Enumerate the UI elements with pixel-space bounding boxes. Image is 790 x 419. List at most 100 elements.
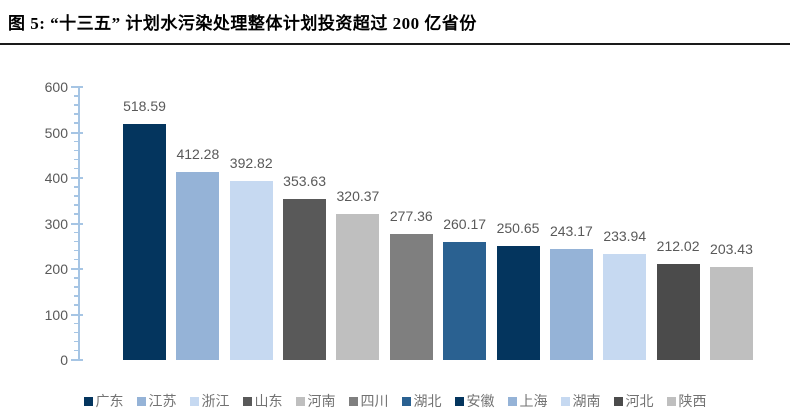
legend-item-河北: 河北 — [613, 393, 654, 409]
bar-value-label: 203.43 — [710, 241, 753, 258]
bar-四川 — [389, 233, 433, 360]
y-axis-minor-tick — [74, 331, 79, 334]
legend-swatch-icon — [666, 396, 676, 406]
y-axis-minor-tick — [74, 277, 79, 279]
y-axis-minor-tick — [74, 113, 79, 115]
y-axis-minor-tick — [74, 149, 79, 152]
legend-label: 河南 — [307, 393, 336, 409]
bar-江苏 — [176, 172, 220, 360]
bar-value-label: 320.37 — [336, 188, 380, 205]
bar-value-label: 250.65 — [496, 219, 540, 236]
legend-swatch-icon — [507, 396, 517, 406]
bar-value-label: 260.17 — [443, 215, 487, 232]
figure-title: 图 5: “十三五” 计划水污染处理整体计划投资超过 200 亿省份 — [8, 14, 477, 33]
legend-swatch-icon — [242, 396, 252, 406]
y-axis-tick-label: 300 — [44, 215, 68, 232]
legend-swatch-icon — [295, 396, 305, 406]
legend-item-四川: 四川 — [348, 393, 389, 409]
legend-item-陕西: 陕西 — [666, 393, 707, 409]
bar-陕西 — [709, 267, 753, 360]
legend-item-安徽: 安徽 — [454, 393, 495, 409]
legend-label: 浙江 — [201, 393, 230, 409]
legend-swatch-icon — [83, 396, 93, 406]
y-axis-tick-label: 100 — [44, 306, 68, 323]
y-axis-minor-tick — [74, 240, 79, 243]
legend-label: 广东 — [95, 393, 124, 409]
y-axis-minor-tick — [74, 286, 79, 288]
legend-swatch-icon — [136, 396, 146, 406]
bar-河北 — [656, 263, 700, 360]
bar-value-label: 392.82 — [229, 155, 273, 172]
y-axis-minor-tick — [74, 167, 79, 170]
bar-value-label: 353.63 — [283, 173, 326, 190]
y-axis-minor-tick — [74, 122, 79, 124]
y-axis-minor-tick — [74, 304, 79, 306]
y-axis-major-tick — [71, 359, 83, 361]
legend-label: 河北 — [625, 393, 654, 409]
bar-广东 — [123, 124, 166, 360]
y-axis-tick-label: 200 — [44, 261, 68, 277]
y-axis-major-tick — [71, 222, 83, 225]
y-axis-minor-tick — [74, 249, 79, 252]
chart-legend: 广东 江苏 浙江 山东 河南 四川 湖北 安徽 上海 湖南 河北 陕西 — [0, 389, 790, 413]
legend-label: 湖南 — [572, 393, 601, 409]
legend-label: 江苏 — [148, 393, 177, 409]
legend-label: 四川 — [360, 393, 389, 409]
bar-value-label: 518.59 — [123, 98, 166, 115]
bar-value-label: 243.17 — [549, 223, 593, 240]
legend-label: 湖北 — [413, 393, 442, 409]
legend-swatch-icon — [454, 396, 464, 406]
y-axis-major-tick — [71, 177, 83, 179]
y-axis-minor-tick — [74, 186, 79, 188]
y-axis-minor-tick — [74, 158, 79, 161]
y-axis-tick-label: 500 — [44, 124, 68, 141]
bar-value-label: 412.28 — [176, 146, 220, 163]
y-axis-minor-tick — [74, 95, 79, 97]
legend-item-河南: 河南 — [295, 393, 336, 409]
legend-label: 山东 — [254, 393, 283, 409]
y-axis-major-tick — [71, 268, 83, 270]
bar-山东 — [283, 199, 327, 360]
legend-item-湖北: 湖北 — [401, 393, 442, 409]
legend-label: 安徽 — [466, 393, 495, 409]
legend-swatch-icon — [401, 396, 411, 406]
bar-河南 — [336, 214, 380, 360]
y-axis-minor-tick — [74, 349, 79, 352]
bar-安徽 — [496, 245, 540, 360]
bar-上海 — [549, 249, 593, 360]
legend-swatch-icon — [189, 396, 199, 406]
y-axis-major-tick — [71, 86, 83, 88]
y-axis-minor-tick — [74, 195, 79, 197]
y-axis-tick-label: 0 — [60, 352, 68, 368]
legend-label: 陕西 — [678, 393, 707, 409]
y-axis-minor-tick — [74, 258, 79, 261]
bar-chart: 0 100 200 300 400 500 600 518.59 412.28 392.82 353… — [0, 46, 790, 419]
bar-浙江 — [229, 181, 273, 360]
bar-value-label: 233.94 — [603, 227, 647, 244]
legend-item-江苏: 江苏 — [136, 393, 177, 409]
bar-湖北 — [443, 241, 487, 360]
bar-value-label: 277.36 — [389, 207, 433, 224]
y-axis-minor-tick — [74, 340, 79, 343]
legend-item-上海: 上海 — [507, 393, 548, 409]
legend-item-浙江: 浙江 — [189, 393, 230, 409]
y-axis-minor-tick — [74, 231, 79, 234]
legend-swatch-icon — [348, 396, 358, 406]
y-axis-tick-label: 600 — [44, 79, 68, 95]
bar-value-label: 212.02 — [656, 237, 700, 254]
legend-item-广东: 广东 — [83, 393, 124, 409]
legend-swatch-icon — [560, 396, 570, 406]
y-axis-minor-tick — [74, 204, 79, 206]
y-axis-minor-tick — [74, 213, 79, 215]
y-axis-minor-tick — [74, 104, 79, 106]
y-axis-minor-tick — [74, 322, 79, 325]
bar-湖南 — [603, 253, 647, 360]
y-axis-minor-tick — [74, 295, 79, 297]
legend-label: 上海 — [519, 393, 548, 409]
legend-item-山东: 山东 — [242, 393, 283, 409]
y-axis-tick-label: 400 — [44, 170, 68, 186]
legend-item-湖南: 湖南 — [560, 393, 601, 409]
y-axis-major-tick — [71, 131, 83, 134]
y-axis-major-tick — [71, 313, 83, 316]
